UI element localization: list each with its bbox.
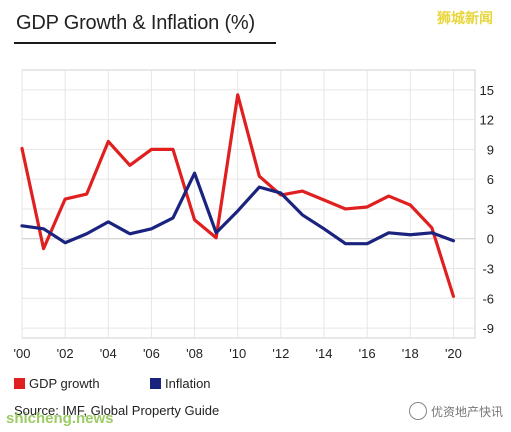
legend-gdp-label: GDP growth [29, 376, 100, 391]
legend-inflation: Inflation [150, 376, 211, 391]
y-tick-label: -6 [482, 291, 494, 306]
x-tick-label: '20 [445, 346, 462, 361]
legend-inflation-label: Inflation [165, 376, 211, 391]
y-tick-labels: 15 12 9 6 3 0 -3 -6 -9 [480, 83, 494, 336]
y-tick-label: 9 [487, 142, 494, 157]
wechat-icon [408, 402, 427, 420]
x-tick-label: '12 [272, 346, 289, 361]
legend-inflation-swatch [150, 378, 161, 389]
x-tick-label: '00 [14, 346, 31, 361]
chart-title: GDP Growth & Inflation (%) [16, 12, 255, 34]
y-tick-label: -3 [482, 262, 494, 277]
legend-gdp-swatch [14, 378, 25, 389]
y-tick-label: 3 [487, 202, 494, 217]
y-tick-label: 15 [480, 83, 494, 98]
series-group [20, 93, 456, 298]
watermark-bottom-right: 优资地产快讯 [408, 402, 503, 420]
y-tick-label: 6 [487, 172, 494, 187]
inflation-line [20, 171, 456, 246]
x-tick-label: '08 [186, 346, 203, 361]
y-tick-label: 0 [487, 232, 494, 247]
grid-lines [21, 69, 476, 339]
watermark-top: 狮城新闻 [437, 10, 493, 26]
x-tick-label: '02 [57, 346, 74, 361]
x-tick-label: '16 [359, 346, 376, 361]
y-tick-label: -9 [482, 321, 494, 336]
x-tick-label: '04 [100, 346, 117, 361]
gdp-growth-line [20, 93, 456, 298]
watermark-bottom-left: shicheng.news [6, 410, 114, 427]
x-tick-label: '06 [143, 346, 160, 361]
x-tick-label: '18 [402, 346, 419, 361]
source-note: Source: IMF, Global Property Guide [14, 403, 220, 418]
y-tick-label: 12 [480, 113, 494, 128]
x-tick-labels: '00 '02 '04 '06 '08 '10 '12 '14 '16 '18 '20 [14, 346, 462, 361]
x-tick-label: '14 [316, 346, 333, 361]
x-tick-label: '10 [229, 346, 246, 361]
legend-gdp: GDP growth [14, 376, 100, 391]
title-underline [14, 42, 276, 44]
watermark-bottom-right-text: 优资地产快讯 [430, 404, 503, 419]
